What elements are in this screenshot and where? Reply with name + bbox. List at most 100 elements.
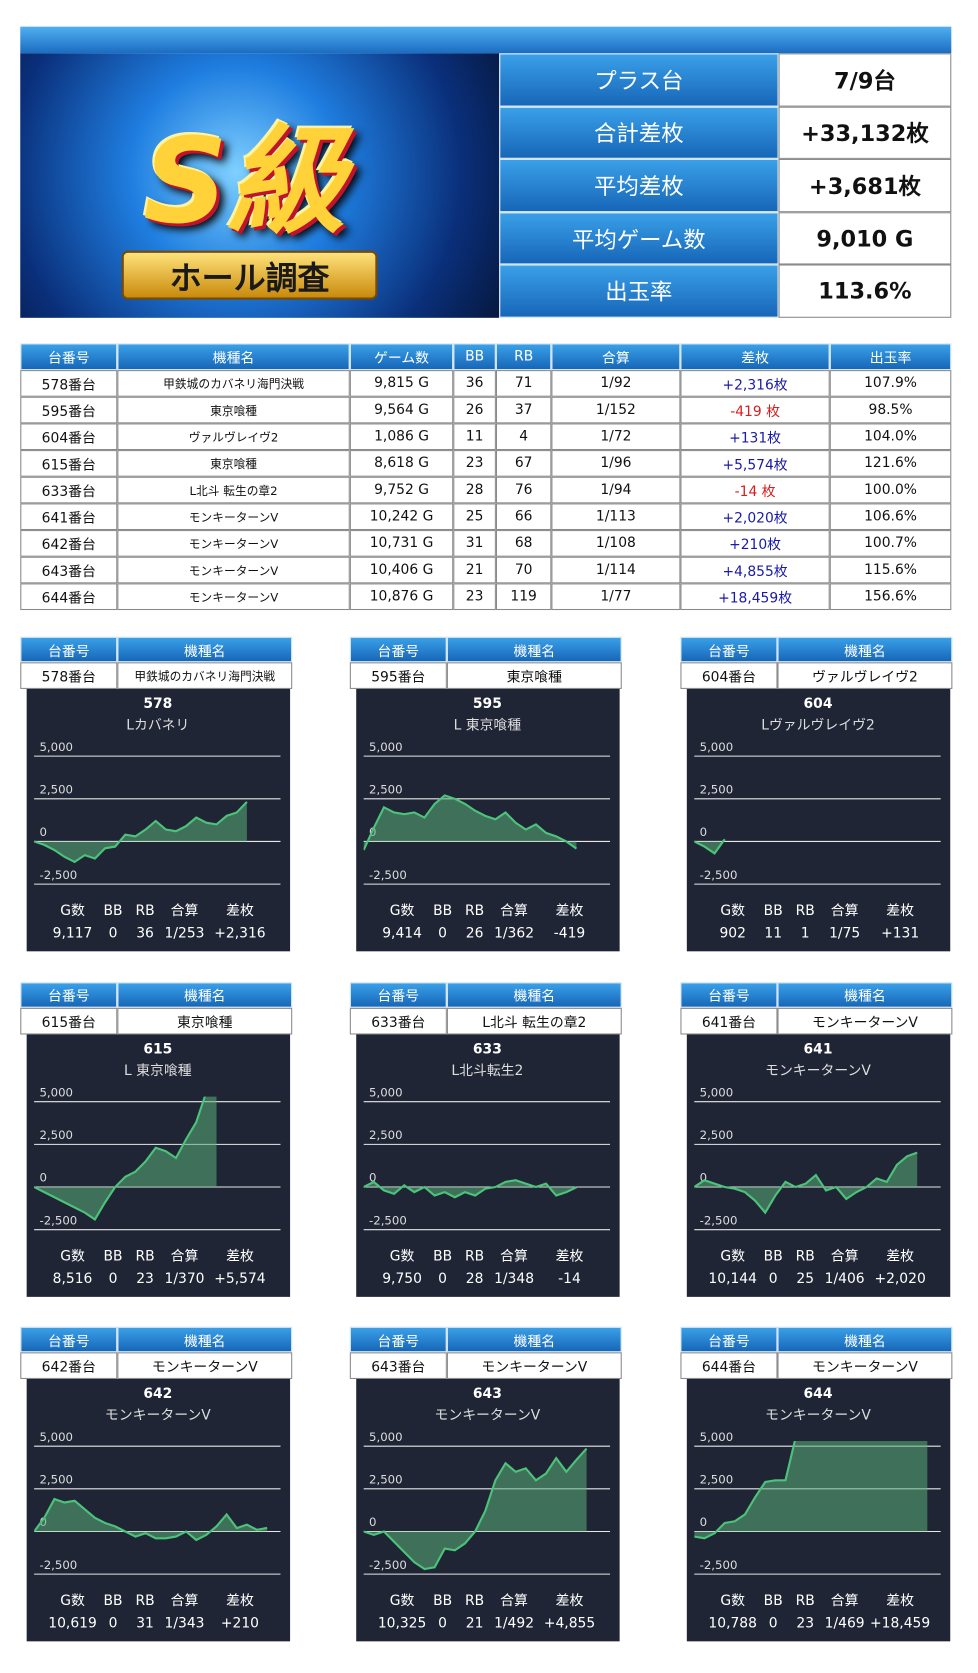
table-cell: 119 [495, 583, 552, 611]
y-tick-label: 2,500 [700, 1473, 734, 1487]
table-cell: 633番台 [20, 476, 118, 504]
panel-cell: 604番台 [680, 662, 778, 689]
stats-value: 1/75 [829, 925, 860, 941]
table-header: 合算 [551, 343, 681, 371]
panel-header: 機種名 [446, 636, 622, 663]
y-tick-label: -2,500 [700, 1213, 738, 1227]
chart: 578 Lカバネリ -2,500 0 2,500 5,000 G数 9,117 BB 0 RB 36 合… [34, 696, 281, 941]
table-cell: +2,316枚 [680, 370, 830, 397]
table-cell: -419 枚 [680, 396, 830, 424]
stats-header: BB [764, 1248, 783, 1264]
chart: 615 L 東京喰種 -2,500 0 2,500 5,000 G数 8,516 BB 0 RB 23… [34, 1041, 281, 1286]
y-tick-label: 2,500 [369, 1127, 403, 1141]
table-header: RB [495, 343, 552, 371]
table-cell: 644番台 [20, 583, 118, 611]
y-tick-label: -2,500 [700, 868, 738, 882]
y-tick-label: 2,500 [369, 1473, 403, 1487]
chart-title: 604 [804, 696, 833, 712]
stats-header: 合算 [500, 1593, 528, 1609]
stats-header: 合算 [500, 903, 528, 919]
panel-header: 台番号 [349, 981, 447, 1008]
table-cell: 98.5% [829, 396, 952, 424]
logo-subtitle: ホール調査 [121, 250, 378, 300]
chart-box: 641 モンキーターンV -2,500 0 2,500 5,000 G数 10,144 BB 0 R… [686, 1033, 951, 1297]
table-cell: 76 [495, 476, 552, 504]
area [34, 1499, 268, 1541]
stats-value: 26 [466, 925, 484, 941]
stats-value: 1/362 [494, 925, 534, 941]
table-cell: 東京喰種 [117, 450, 350, 477]
table-cell: 23 [453, 583, 496, 611]
stats-value: 9,414 [382, 925, 422, 941]
stats-header: RB [796, 1593, 815, 1609]
chart: 642モンキーターンV-2,50002,5005,000G数10,619BB0R… [34, 1386, 281, 1631]
panel-cell: 595番台 [349, 662, 447, 689]
table-header: 差枚 [680, 343, 830, 371]
table-header: 出玉率 [829, 343, 952, 371]
panel-cell: 641番台 [680, 1007, 778, 1034]
chart-subtitle: L 東京喰種 [124, 1062, 192, 1078]
panel-header: 機種名 [777, 1326, 953, 1353]
chart-subtitle: Lカバネリ [126, 717, 189, 733]
table-cell: 71 [495, 370, 552, 397]
table-cell: L北斗 転生の章2 [117, 476, 350, 504]
stats-value: -14 [558, 1270, 581, 1286]
y-tick-label: 0 [369, 1515, 376, 1529]
stats-header: 差枚 [226, 1248, 254, 1264]
panel-cell: 615番台 [20, 1007, 118, 1034]
line [34, 1096, 206, 1221]
y-tick-label: -2,500 [39, 1558, 77, 1572]
table-cell: ヴァルヴレイヴ2 [117, 423, 350, 451]
chart-box: 643 モンキーターンV -2,500 0 2,500 5,000 G数 10,325 BB 0 R… [356, 1378, 620, 1642]
panel-header: 台番号 [680, 636, 778, 663]
summary-label: 平均差枚 [499, 159, 779, 213]
table-cell: 28 [453, 476, 496, 504]
table-cell: 10,242 G [349, 503, 454, 531]
stats-value: 1/370 [165, 1270, 205, 1286]
panel-cell: モンキーターンV [446, 1352, 622, 1379]
table-cell: 615番台 [20, 450, 118, 477]
line [694, 838, 726, 855]
stats-value: 1/343 [165, 1615, 205, 1631]
summary-value: +33,132枚 [778, 106, 952, 160]
stats-value: 1/406 [825, 1270, 865, 1286]
summary-value: 9,010 G [778, 212, 952, 265]
table-cell: 1/96 [551, 450, 681, 477]
table-cell: 578番台 [20, 370, 118, 397]
stats-value: 1 [801, 925, 810, 941]
table-cell: +131枚 [680, 423, 830, 451]
stats-header: 合算 [171, 1248, 199, 1264]
stats-value: 1/469 [825, 1615, 865, 1631]
stats-value: 902 [719, 925, 745, 941]
area [363, 1448, 587, 1570]
panel-cell: L北斗 転生の章2 [446, 1007, 622, 1034]
panel-header: 台番号 [20, 636, 118, 663]
summary-label: 出玉率 [499, 264, 779, 318]
y-tick-label: 2,500 [39, 1473, 73, 1487]
table-cell: モンキーターンV [117, 503, 350, 531]
stats-header: 合算 [831, 1248, 859, 1264]
stats-header: BB [433, 903, 452, 919]
stats-value: 23 [136, 1270, 154, 1286]
table-cell: 104.0% [829, 423, 952, 451]
table-cell: モンキーターンV [117, 583, 350, 611]
summary-label: 合計差枚 [499, 106, 779, 160]
stats-value: 10,788 [708, 1615, 756, 1631]
table-cell: 1/114 [551, 556, 681, 584]
stats-value: 10,619 [48, 1615, 97, 1631]
stats-header: BB [433, 1248, 452, 1264]
table-cell: 66 [495, 503, 552, 531]
summary-label: プラス台 [499, 53, 779, 107]
table-cell: 25 [453, 503, 496, 531]
y-tick-label: 5,000 [369, 740, 403, 754]
stats-header: G数 [390, 1248, 415, 1264]
stats-header: 合算 [171, 903, 199, 919]
chart-title: 643 [473, 1386, 502, 1402]
table-cell: +4,855枚 [680, 556, 830, 584]
table-cell: 1/72 [551, 423, 681, 451]
panel-header: 台番号 [680, 1326, 778, 1353]
panel-cell: 甲鉄城のカバネリ海門決戦 [117, 662, 293, 689]
chart-box: 615 L 東京喰種 -2,500 0 2,500 5,000 G数 8,516 BB 0 RB 23… [26, 1033, 291, 1297]
stats-header: G数 [720, 1593, 745, 1609]
stats-value: 1/348 [494, 1270, 534, 1286]
